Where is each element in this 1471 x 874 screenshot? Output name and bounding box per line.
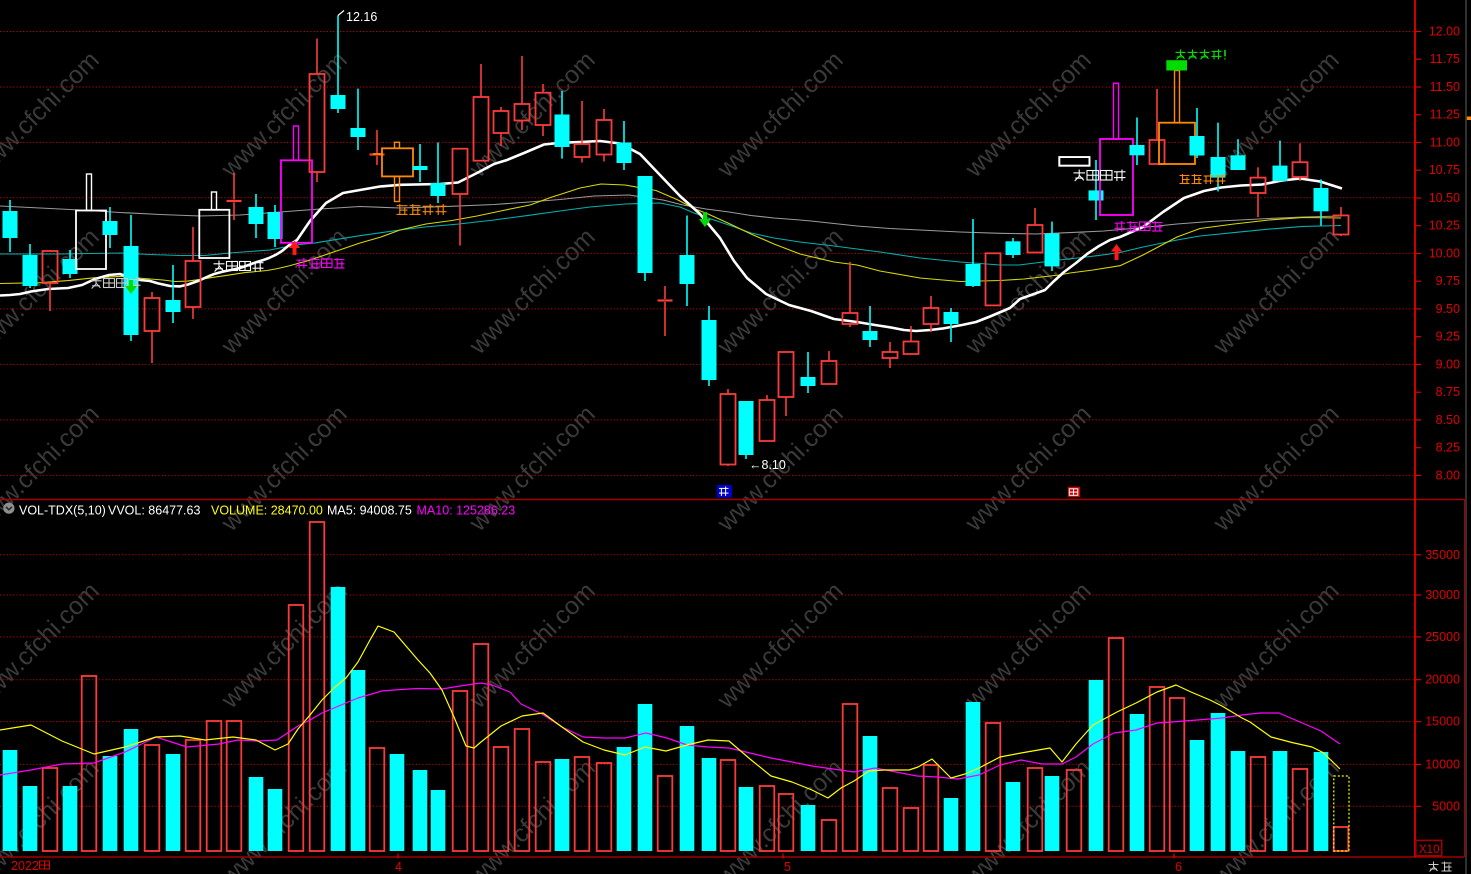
svg-text:15000: 15000 [1425,715,1460,729]
svg-text:12.00: 12.00 [1429,25,1460,39]
svg-text:MA10: 125286.23: MA10: 125286.23 [417,504,516,518]
svg-text:X10: X10 [1419,844,1439,856]
svg-text:MA5: 94008.75: MA5: 94008.75 [327,504,412,518]
svg-text:6: 6 [1175,860,1182,874]
svg-text:20000: 20000 [1425,673,1460,687]
svg-text:10.00: 10.00 [1429,247,1460,261]
svg-text:5000: 5000 [1432,799,1460,813]
svg-text:9.00: 9.00 [1436,357,1460,371]
svg-text:9.75: 9.75 [1436,274,1460,288]
svg-text:25000: 25000 [1425,630,1460,644]
svg-text:12.16: 12.16 [346,10,377,24]
svg-text:30000: 30000 [1425,588,1460,602]
svg-text:10000: 10000 [1425,757,1460,771]
svg-text:10.50: 10.50 [1429,191,1460,205]
svg-text:8.75: 8.75 [1436,385,1460,399]
svg-text:9.25: 9.25 [1436,330,1460,344]
svg-text:11.75: 11.75 [1430,52,1460,66]
svg-text:8.00: 8.00 [1436,468,1460,482]
svg-text:4: 4 [395,860,402,874]
svg-text:VOL-TDX(5,10): VOL-TDX(5,10) [19,504,106,518]
svg-text:8.25: 8.25 [1436,441,1460,455]
svg-text:2022: 2022 [11,859,39,873]
svg-text:10.25: 10.25 [1429,219,1460,233]
svg-text:11.50: 11.50 [1430,80,1460,94]
svg-text:5: 5 [784,860,791,874]
svg-text:VOLUME: 28470.00: VOLUME: 28470.00 [211,504,323,518]
svg-text:VVOL: 86477.63: VVOL: 86477.63 [108,504,200,518]
svg-text:11.25: 11.25 [1430,108,1460,122]
svg-text:35000: 35000 [1425,548,1460,562]
svg-text:←8.10: ←8.10 [749,458,786,472]
svg-text:9.50: 9.50 [1436,302,1460,316]
svg-text:8.50: 8.50 [1436,413,1460,427]
svg-text:11.00: 11.00 [1430,136,1460,150]
svg-text:10.75: 10.75 [1429,163,1460,177]
